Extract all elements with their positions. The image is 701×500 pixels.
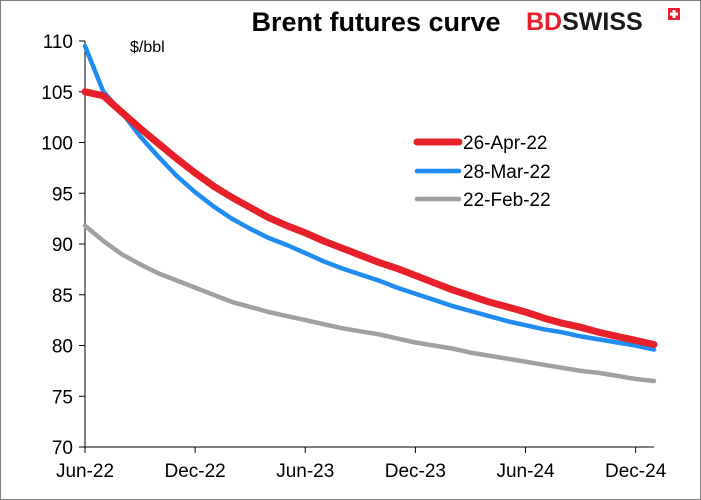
x-tick-label: Dec-24 [605,461,667,482]
x-tick-label: Dec-22 [165,461,226,482]
chart-title: Brent futures curve [251,7,500,37]
x-tick-label: Jun-24 [496,461,555,482]
y-tick-label: 110 [43,32,73,53]
x-tick-label: Dec-23 [385,461,446,482]
y-tick-label: 85 [52,286,73,307]
y-tick-label: 80 [52,337,73,358]
y-axis-unit-label: $/bbl [130,39,165,56]
brand-suffix: SWISS [562,8,643,36]
y-axis: 70 75 80 85 90 95 100 105 110 [41,32,86,459]
swiss-cross-icon [668,8,680,20]
svg-text:BDSWISS: BDSWISS [526,8,643,36]
series-layer [81,43,658,384]
x-tick-label: Jun-23 [276,461,334,482]
y-tick-label: 70 [52,438,73,459]
series-line-26-apr-22 [81,88,658,348]
legend-label: 22-Feb-22 [463,190,551,211]
brand-logo: BDSWISS [526,8,680,36]
legend-label: 28-Mar-22 [463,162,551,183]
legend: 26-Apr-22 28-Mar-22 22-Feb-22 [413,133,551,211]
y-tick-label: 75 [52,387,73,408]
y-tick-label: 100 [41,134,73,155]
x-tick-label: Jun-22 [56,461,114,482]
y-tick-label: 95 [52,184,73,205]
x-axis: Jun-22 Dec-22 Jun-23 Dec-23 Jun-24 Dec-24 [56,446,667,482]
legend-label: 26-Apr-22 [463,133,548,154]
y-tick-label: 105 [41,83,73,104]
series-line-28-mar-22 [82,43,657,352]
y-tick-label: 90 [52,235,73,256]
brand-prefix: BD [526,8,562,36]
series-line-22-feb-22 [82,223,657,384]
